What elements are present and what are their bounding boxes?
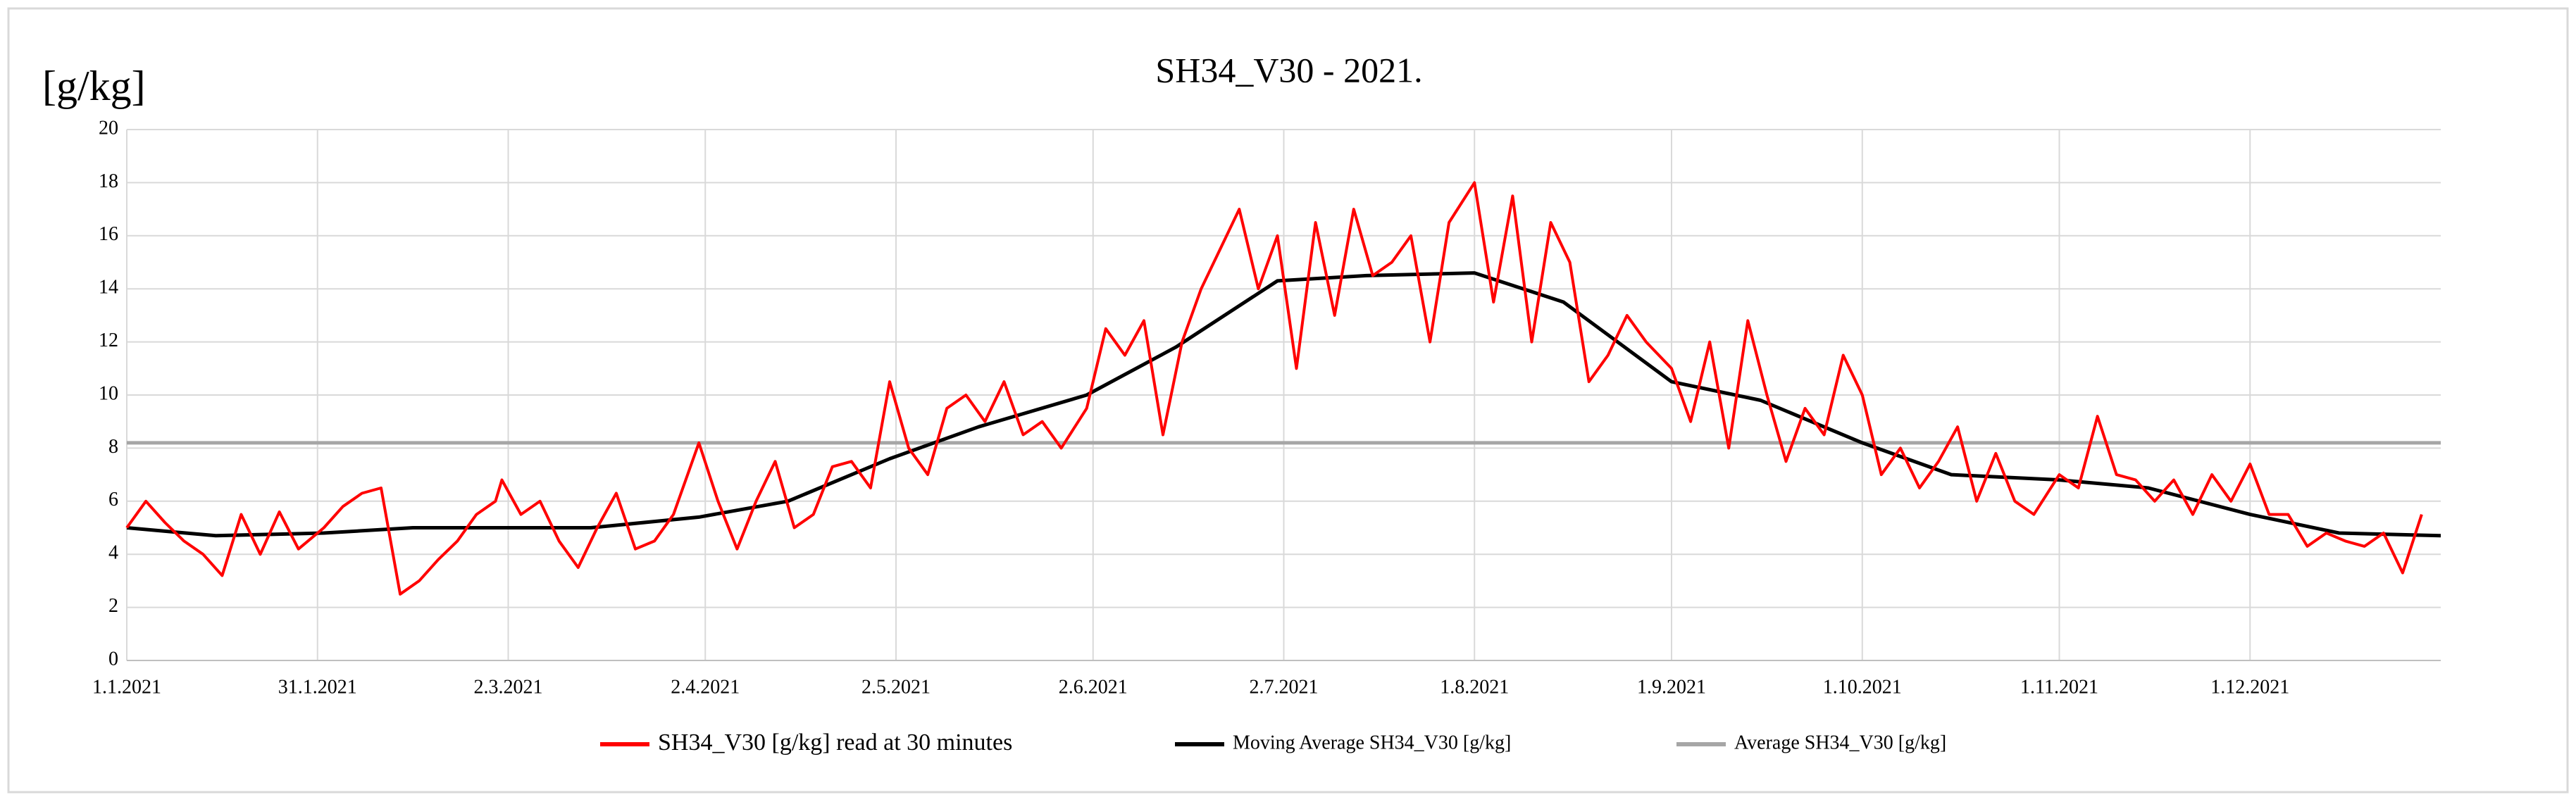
x-tick-label: 2.4.2021 [671,676,740,698]
y-tick-label: 8 [108,436,118,458]
y-tick-label: 20 [99,117,118,139]
legend-label: Average SH34_V30 [g/kg] [1734,732,1946,753]
x-tick-label: 1.8.2021 [1440,676,1509,698]
y-tick-label: 16 [99,223,118,245]
x-tick-label: 2.7.2021 [1250,676,1319,698]
x-tick-label: 1.9.2021 [1637,676,1706,698]
chart-border [7,7,2569,794]
series-line [126,271,2441,538]
y-tick-label: 10 [99,382,118,404]
x-tick-label: 1.11.2021 [2020,676,2098,698]
y-tick-label: 18 [99,170,118,192]
x-tick-label: 2.6.2021 [1059,676,1128,698]
x-tick-label: 1.12.2021 [2210,676,2289,698]
y-tick-label: 12 [99,330,118,351]
legend-label: SH34_V30 [g/kg] read at 30 minutes [658,729,1012,756]
y-tick-label: 0 [108,648,118,670]
chart-title: SH34_V30 - 2021. [1155,50,1422,89]
y-tick-label: 4 [108,542,118,564]
x-tick-label: 2.3.2021 [473,676,542,698]
x-tick-label: 1.10.2021 [1823,676,1902,698]
x-tick-label: 31.1.2021 [278,676,357,698]
x-tick-label: 1.1.2021 [92,676,161,698]
series-line [125,181,2423,596]
y-axis-label: [g/kg] [42,63,146,109]
y-tick-label: 14 [99,277,118,299]
y-tick-label: 2 [108,595,118,617]
y-tick-label: 6 [108,489,118,510]
legend-label: Moving Average SH34_V30 [g/kg] [1233,732,1511,753]
x-tick-label: 2.5.2021 [861,676,931,698]
